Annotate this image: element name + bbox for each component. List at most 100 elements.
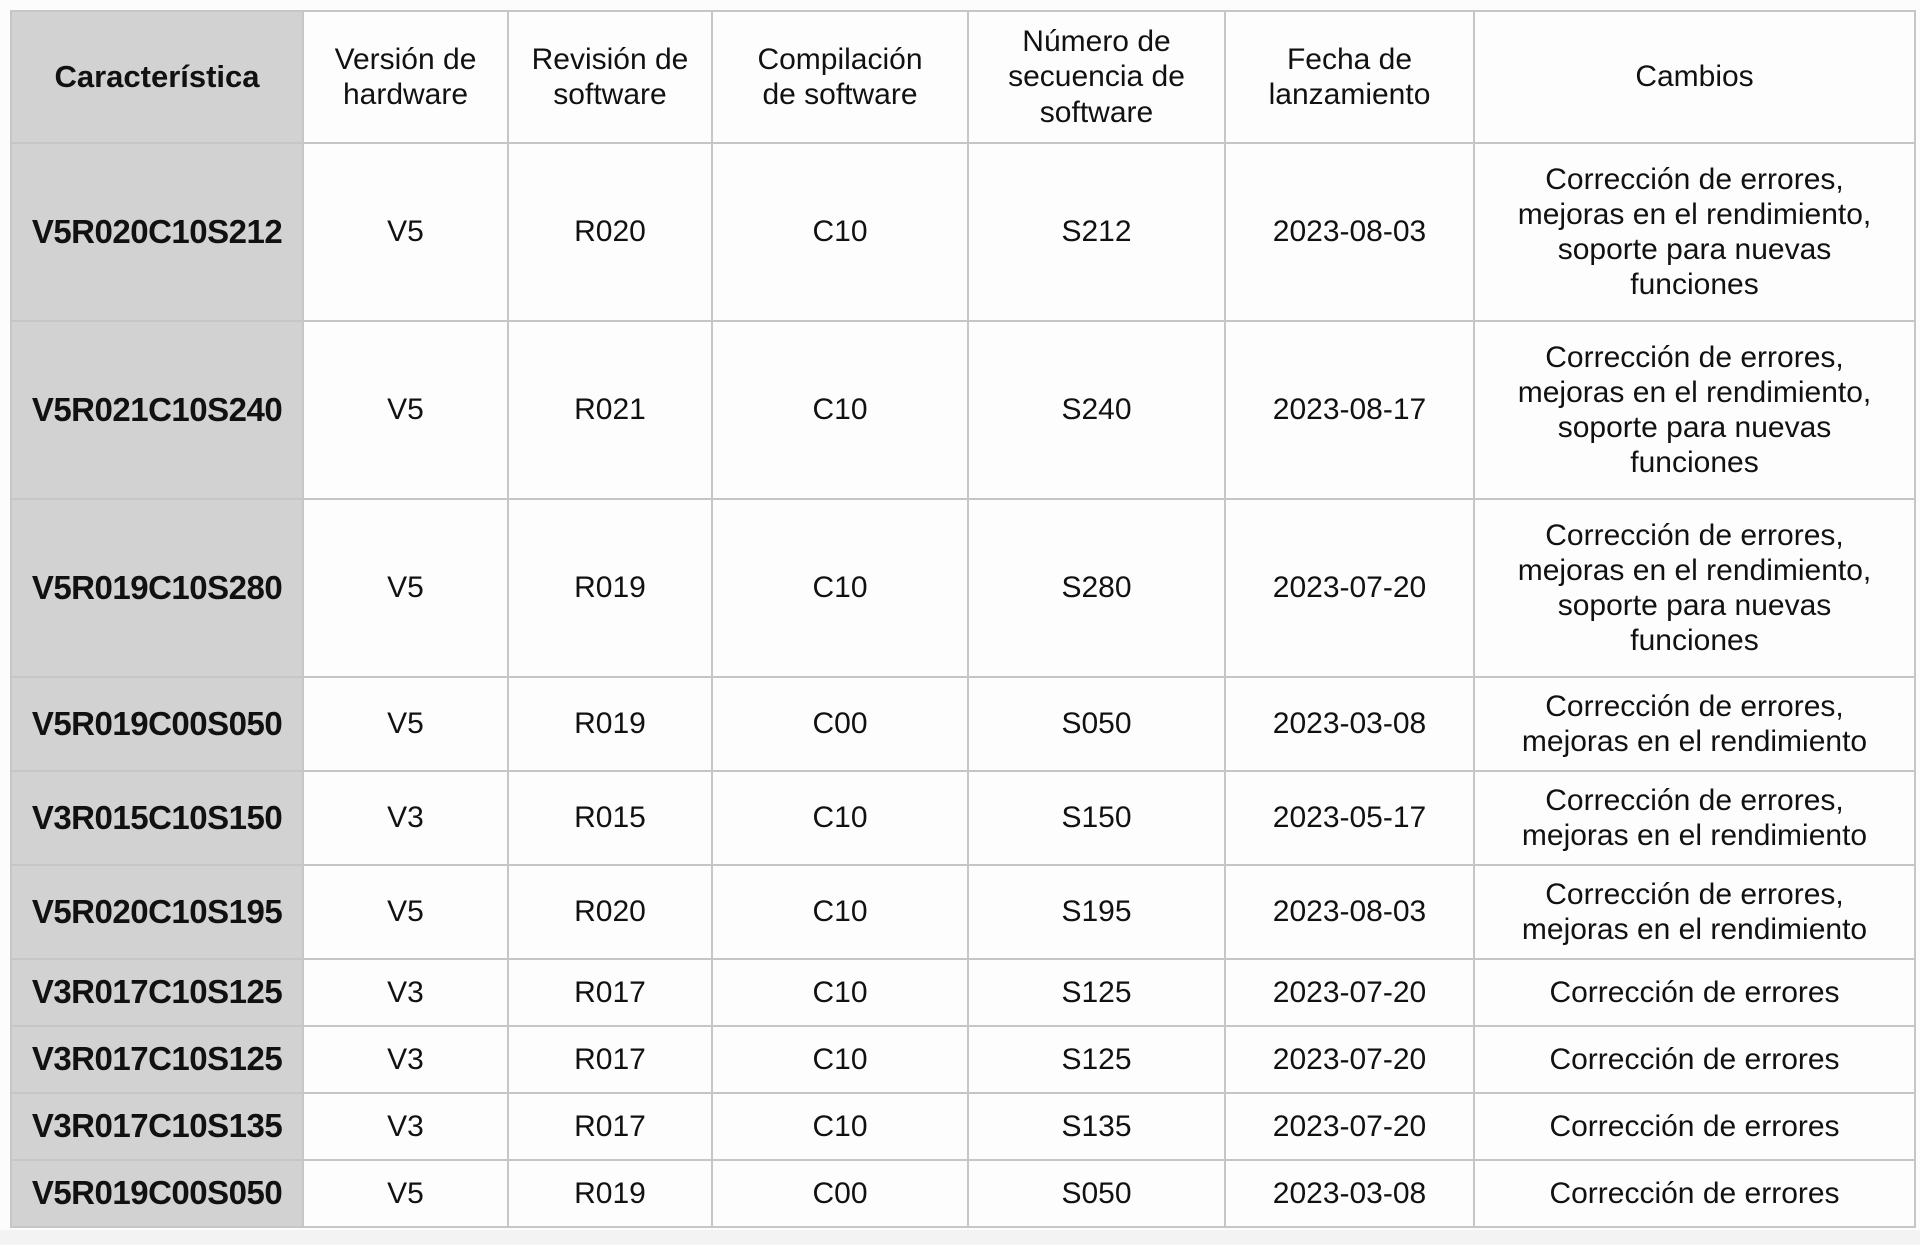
cell-changes: Corrección de errores, mejoras en el ren… [1473, 770, 1916, 866]
cell-software-revision: R020 [507, 864, 713, 960]
cell-changes: Corrección de errores, mejoras en el ren… [1473, 142, 1916, 322]
cell-software-build: C10 [711, 498, 969, 678]
cell-software-revision: R019 [507, 498, 713, 678]
cell-software-revision: R015 [507, 770, 713, 866]
cell-release-date: 2023-07-20 [1224, 1092, 1475, 1161]
cell-software-build: C10 [711, 958, 969, 1027]
cell-feature: V3R017C10S125 [10, 958, 304, 1027]
cell-hardware-version: V5 [302, 864, 509, 960]
table-row: V5R019C10S280 V5 R019 C10 S280 2023-07-2… [10, 498, 1916, 678]
cell-release-date: 2023-07-20 [1224, 498, 1475, 678]
cell-software-build: C10 [711, 1092, 969, 1161]
cell-feature: V5R019C00S050 [10, 1159, 304, 1228]
cell-changes: Corrección de errores, mejoras en el ren… [1473, 498, 1916, 678]
cell-hardware-version: V3 [302, 1092, 509, 1161]
cell-release-date: 2023-07-20 [1224, 958, 1475, 1027]
cell-software-sequence: S125 [967, 1025, 1226, 1094]
cell-release-date: 2023-08-03 [1224, 142, 1475, 322]
cell-feature: V3R017C10S125 [10, 1025, 304, 1094]
table-row: V3R017C10S135 V3 R017 C10 S135 2023-07-2… [10, 1092, 1916, 1161]
firmware-version-table: Característica Versión de hardware Revis… [10, 10, 1916, 1228]
col-header-release-date-label: Fecha de lanzamiento [1268, 42, 1431, 111]
table-row: V3R017C10S125 V3 R017 C10 S125 2023-07-2… [10, 958, 1916, 1027]
col-header-software-revision: Revisión de software [507, 10, 713, 144]
cell-release-date: 2023-08-03 [1224, 864, 1475, 960]
cell-changes: Corrección de errores [1473, 958, 1916, 1027]
cell-changes-text: Corrección de errores [1549, 975, 1840, 1009]
col-header-hardware-version-label: Versión de hardware [334, 42, 477, 111]
cell-changes: Corrección de errores, mejoras en el ren… [1473, 676, 1916, 772]
cell-software-sequence: S050 [967, 1159, 1226, 1228]
cell-changes-text: Corrección de errores, mejoras en el ren… [1521, 689, 1868, 758]
cell-feature: V3R017C10S135 [10, 1092, 304, 1161]
cell-software-build: C00 [711, 1159, 969, 1228]
cell-changes-text: Corrección de errores [1549, 1042, 1840, 1076]
cell-hardware-version: V5 [302, 676, 509, 772]
cell-release-date: 2023-08-17 [1224, 320, 1475, 500]
cell-changes-text: Corrección de errores, mejoras en el ren… [1517, 340, 1872, 480]
cell-software-revision: R021 [507, 320, 713, 500]
cell-software-revision: R019 [507, 1159, 713, 1228]
cell-release-date: 2023-07-20 [1224, 1025, 1475, 1094]
cell-software-sequence: S212 [967, 142, 1226, 322]
cell-hardware-version: V5 [302, 498, 509, 678]
cell-software-revision: R017 [507, 958, 713, 1027]
cell-feature: V5R019C10S280 [10, 498, 304, 678]
cell-release-date: 2023-03-08 [1224, 1159, 1475, 1228]
cell-feature: V3R015C10S150 [10, 770, 304, 866]
col-header-software-revision-label: Revisión de software [531, 42, 689, 111]
col-header-software-sequence: Número de secuencia de software [967, 10, 1226, 144]
cell-software-sequence: S150 [967, 770, 1226, 866]
cell-software-build: C10 [711, 1025, 969, 1094]
table-row: V3R017C10S125 V3 R017 C10 S125 2023-07-2… [10, 1025, 1916, 1094]
table-row: V5R020C10S195 V5 R020 C10 S195 2023-08-0… [10, 864, 1916, 960]
cell-software-revision: R017 [507, 1025, 713, 1094]
cell-feature: V5R021C10S240 [10, 320, 304, 500]
cell-changes-text: Corrección de errores, mejoras en el ren… [1521, 783, 1868, 852]
cell-software-build: C10 [711, 770, 969, 866]
cell-changes-text: Corrección de errores, mejoras en el ren… [1517, 518, 1872, 658]
cell-changes-text: Corrección de errores, mejoras en el ren… [1517, 162, 1872, 302]
cell-software-build: C10 [711, 864, 969, 960]
col-header-feature: Característica [10, 10, 304, 144]
cell-hardware-version: V3 [302, 1025, 509, 1094]
cell-release-date: 2023-05-17 [1224, 770, 1475, 866]
table-row: V5R021C10S240 V5 R021 C10 S240 2023-08-1… [10, 320, 1916, 500]
cell-changes: Corrección de errores [1473, 1025, 1916, 1094]
header-row: Característica Versión de hardware Revis… [10, 10, 1916, 144]
table-row: V5R019C00S050 V5 R019 C00 S050 2023-03-0… [10, 1159, 1916, 1228]
col-header-software-sequence-label: Número de secuencia de software [1008, 25, 1185, 129]
cell-feature: V5R020C10S212 [10, 142, 304, 322]
cell-hardware-version: V5 [302, 142, 509, 322]
cell-changes: Corrección de errores [1473, 1092, 1916, 1161]
col-header-hardware-version: Versión de hardware [302, 10, 509, 144]
cell-changes: Corrección de errores, mejoras en el ren… [1473, 864, 1916, 960]
cell-software-sequence: S125 [967, 958, 1226, 1027]
cell-software-revision: R019 [507, 676, 713, 772]
cell-feature: V5R020C10S195 [10, 864, 304, 960]
cell-software-sequence: S195 [967, 864, 1226, 960]
cell-software-sequence: S050 [967, 676, 1226, 772]
cell-software-sequence: S280 [967, 498, 1226, 678]
col-header-software-build-label: Compilación de software [757, 42, 923, 111]
cell-hardware-version: V3 [302, 770, 509, 866]
cell-changes-text: Corrección de errores [1549, 1109, 1840, 1143]
cell-changes-text: Corrección de errores [1549, 1176, 1840, 1210]
cell-release-date: 2023-03-08 [1224, 676, 1475, 772]
col-header-feature-label: Característica [54, 58, 260, 94]
cell-software-sequence: S135 [967, 1092, 1226, 1161]
cell-software-build: C00 [711, 676, 969, 772]
cell-changes: Corrección de errores, mejoras en el ren… [1473, 320, 1916, 500]
col-header-software-build: Compilación de software [711, 10, 969, 144]
cell-software-build: C10 [711, 320, 969, 500]
col-header-changes: Cambios [1473, 10, 1916, 144]
table-row: V5R020C10S212 V5 R020 C10 S212 2023-08-0… [10, 142, 1916, 322]
cell-changes-text: Corrección de errores, mejoras en el ren… [1521, 877, 1868, 946]
cell-feature: V5R019C00S050 [10, 676, 304, 772]
table-row: V3R015C10S150 V3 R015 C10 S150 2023-05-1… [10, 770, 1916, 866]
cell-software-revision: R017 [507, 1092, 713, 1161]
cell-changes: Corrección de errores [1473, 1159, 1916, 1228]
cell-software-revision: R020 [507, 142, 713, 322]
cell-hardware-version: V5 [302, 320, 509, 500]
table-row: V5R019C00S050 V5 R019 C00 S050 2023-03-0… [10, 676, 1916, 772]
